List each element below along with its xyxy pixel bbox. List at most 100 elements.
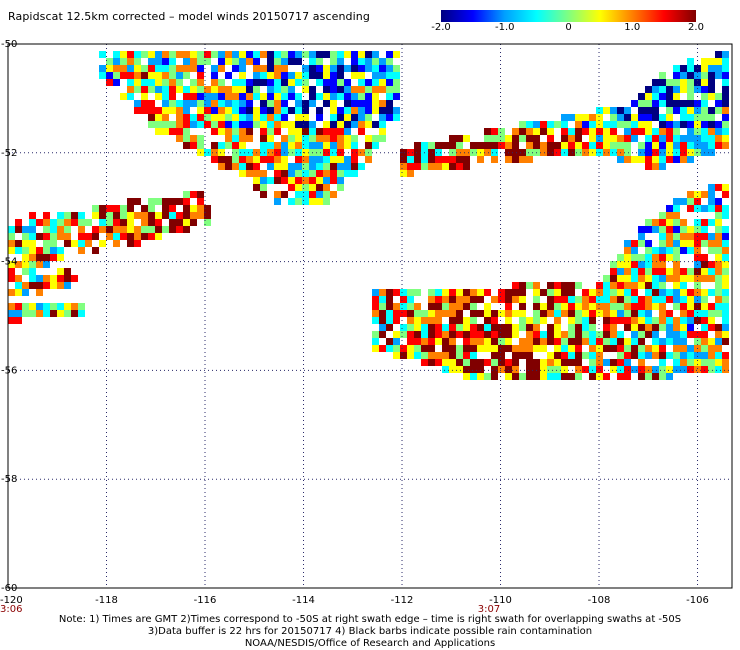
wind-cell [645, 373, 652, 380]
wind-cell [582, 317, 589, 324]
wind-cell [582, 303, 589, 310]
wind-cell [162, 212, 169, 219]
wind-cell [379, 331, 386, 338]
wind-cell [365, 114, 372, 121]
wind-cell [218, 114, 225, 121]
wind-cell [22, 233, 29, 240]
wind-cell [624, 261, 631, 268]
wind-cell [631, 261, 638, 268]
wind-cell [568, 128, 575, 135]
wind-cell [673, 317, 680, 324]
wind-cell [316, 142, 323, 149]
wind-cell [694, 135, 701, 142]
wind-cell [582, 324, 589, 331]
wind-cell [274, 79, 281, 86]
lat-tick-label: -60 [1, 583, 17, 594]
wind-cell [624, 142, 631, 149]
wind-cell [512, 310, 519, 317]
wind-cell [421, 345, 428, 352]
wind-cell [309, 184, 316, 191]
wind-cell [554, 121, 561, 128]
wind-cell [547, 142, 554, 149]
corner-lon-label: -120 [0, 595, 23, 606]
wind-cell [687, 233, 694, 240]
wind-cell [456, 317, 463, 324]
wind-cell [281, 93, 288, 100]
wind-cell [365, 93, 372, 100]
wind-cell [624, 366, 631, 373]
wind-cell [288, 93, 295, 100]
wind-cell [155, 198, 162, 205]
wind-cell [463, 317, 470, 324]
wind-cell [316, 170, 323, 177]
wind-cell [267, 51, 274, 58]
wind-cell [407, 149, 414, 156]
wind-cell [323, 135, 330, 142]
wind-cell [617, 317, 624, 324]
wind-cell [596, 107, 603, 114]
wind-cell [491, 142, 498, 149]
wind-cell [176, 107, 183, 114]
wind-cell [225, 135, 232, 142]
wind-cell [673, 72, 680, 79]
wind-cell [274, 86, 281, 93]
wind-cell [155, 65, 162, 72]
wind-cell [407, 345, 414, 352]
wind-cell [330, 121, 337, 128]
wind-cell [379, 86, 386, 93]
wind-cell [603, 324, 610, 331]
wind-cell [666, 114, 673, 121]
wind-cell [267, 114, 274, 121]
wind-cell [183, 58, 190, 65]
wind-cell [701, 324, 708, 331]
wind-cell [421, 317, 428, 324]
wind-cell [400, 345, 407, 352]
wind-cell [526, 331, 533, 338]
wind-cell [190, 58, 197, 65]
wind-cell [666, 247, 673, 254]
wind-cell [470, 149, 477, 156]
wind-cell [281, 156, 288, 163]
wind-cell [645, 128, 652, 135]
wind-cell [673, 331, 680, 338]
wind-cell [316, 149, 323, 156]
wind-cell [260, 51, 267, 58]
wind-cell [323, 156, 330, 163]
wind-cell [673, 324, 680, 331]
wind-cell [701, 233, 708, 240]
wind-cell [323, 149, 330, 156]
wind-cell [365, 107, 372, 114]
wind-cell [274, 58, 281, 65]
wind-cell [239, 156, 246, 163]
wind-cell [302, 142, 309, 149]
wind-cell [372, 303, 379, 310]
wind-cell [617, 289, 624, 296]
wind-cell [127, 219, 134, 226]
wind-cell [218, 93, 225, 100]
wind-cell [687, 345, 694, 352]
wind-cell [232, 86, 239, 93]
wind-cell [232, 135, 239, 142]
wind-cell [295, 163, 302, 170]
wind-cell [652, 86, 659, 93]
wind-cell [624, 268, 631, 275]
wind-cell [393, 72, 400, 79]
wind-cell [722, 275, 729, 282]
wind-cell [57, 268, 64, 275]
wind-cell [596, 366, 603, 373]
wind-cell [659, 289, 666, 296]
wind-cell [274, 93, 281, 100]
wind-cell [274, 65, 281, 72]
wind-cell [540, 303, 547, 310]
wind-cell [484, 135, 491, 142]
wind-cell [253, 86, 260, 93]
wind-cell [659, 135, 666, 142]
wind-cell [449, 310, 456, 317]
wind-cell [603, 121, 610, 128]
wind-cell [218, 107, 225, 114]
wind-cell [722, 58, 729, 65]
wind-cell [533, 324, 540, 331]
wind-cell [295, 100, 302, 107]
wind-cell [379, 114, 386, 121]
wind-cell [456, 296, 463, 303]
